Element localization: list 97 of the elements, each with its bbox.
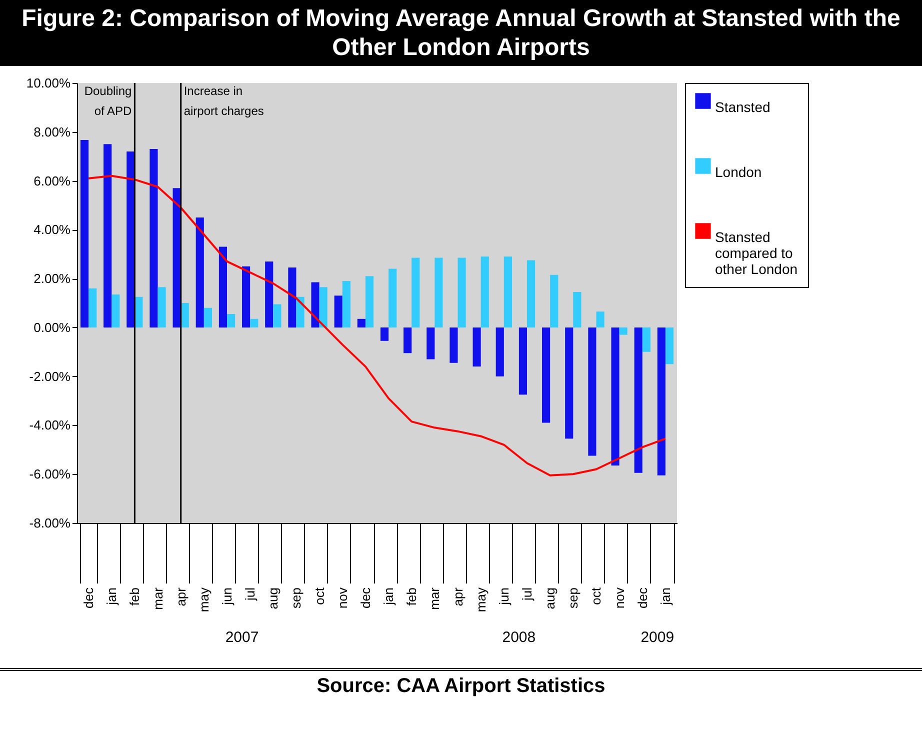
bar <box>657 327 666 476</box>
bar <box>218 246 227 328</box>
bar <box>665 327 674 364</box>
legend-label: London <box>715 164 762 180</box>
ref-line-label: Doubling of APD <box>84 84 132 118</box>
bar <box>450 327 458 363</box>
x-tick-label: dec <box>634 587 650 608</box>
x-tick-label: sep <box>566 588 581 608</box>
bar <box>611 327 620 466</box>
y-tick-label: 0.00% <box>34 320 71 335</box>
y-tick-label: 10.00% <box>26 76 71 90</box>
bar <box>357 318 366 328</box>
bar <box>311 282 320 328</box>
bar <box>480 256 489 328</box>
bar <box>504 256 512 328</box>
bar <box>126 151 135 328</box>
bar <box>342 281 350 328</box>
x-tick-label: jan <box>658 588 673 606</box>
bar <box>518 327 527 395</box>
bar <box>365 276 374 328</box>
x-tick-label: nov <box>334 587 350 608</box>
bar <box>426 327 435 360</box>
bar <box>596 312 604 328</box>
y-tick-label: 8.00% <box>34 124 71 140</box>
line-series <box>88 174 666 476</box>
legend-label: Stansted compared to other London <box>715 229 798 277</box>
x-tick-label: may <box>473 587 488 612</box>
bar <box>496 327 504 376</box>
ref-line-label: Increase in airport charges <box>184 84 264 118</box>
bar <box>250 318 258 328</box>
bar <box>472 327 481 367</box>
text: 2008 <box>502 629 536 646</box>
bar <box>565 327 574 439</box>
x-tick-label: jul <box>520 587 534 602</box>
bar <box>573 292 582 328</box>
x-tick-label: aug <box>266 588 281 610</box>
x-tick-label: jan <box>381 588 396 606</box>
x-tick-label: nov <box>612 587 627 608</box>
x-tick-label: may <box>196 587 212 612</box>
source-note: Source: CAA Airport Statistics <box>0 668 922 698</box>
x-tick-label: jul <box>242 587 258 602</box>
bar <box>296 296 304 328</box>
y-tick-label: -6.00% <box>29 466 71 482</box>
bar <box>150 149 158 328</box>
bar <box>642 327 650 352</box>
bar <box>550 274 558 328</box>
bar <box>104 144 112 328</box>
y-tick-label: 4.00% <box>34 222 71 238</box>
bar <box>404 327 412 354</box>
x-tick-label: apr <box>450 586 466 606</box>
bar <box>588 327 596 456</box>
bar <box>265 261 274 328</box>
bar <box>204 308 212 328</box>
bar <box>634 327 642 473</box>
x-tick-label: apr <box>173 586 188 606</box>
x-tick-label: oct <box>588 587 604 605</box>
bar <box>319 287 328 328</box>
bar <box>619 327 628 335</box>
bar <box>227 314 236 328</box>
bar <box>527 260 536 328</box>
x-tick-label: jan <box>104 588 120 606</box>
bar <box>412 258 420 328</box>
bar <box>542 327 550 423</box>
x-tick-label: feb <box>127 588 142 606</box>
bar <box>80 140 89 328</box>
x-tick-label: sep <box>288 588 304 608</box>
text: 2007 <box>225 629 259 646</box>
x-tick-label: dec <box>81 587 96 608</box>
bar <box>242 266 250 328</box>
x-tick-label: dec <box>358 587 373 608</box>
x-tick-label: oct <box>312 587 327 605</box>
bar <box>288 268 296 328</box>
text: 2009 <box>640 629 674 646</box>
chart-title: Figure 2: Comparison of Moving Average Annual Growth at Stansted with the Other London Airports <box>0 0 922 66</box>
x-tick-label: feb <box>404 588 420 606</box>
bar <box>180 303 189 328</box>
bar <box>196 217 204 328</box>
bar <box>273 304 282 328</box>
y-tick-label: -8.00% <box>29 516 71 530</box>
x-tick-label: mar <box>427 586 442 610</box>
bar <box>388 268 397 328</box>
x-tick-label: mar <box>150 586 166 610</box>
y-tick-label: 2.00% <box>34 271 71 286</box>
bar <box>158 287 166 328</box>
bar <box>334 296 342 328</box>
bar <box>434 258 443 328</box>
x-tick-label: jun <box>496 588 512 606</box>
bar <box>458 258 466 328</box>
y-tick-label: -4.00% <box>29 418 71 433</box>
bar <box>380 327 389 341</box>
y-tick-label: -2.00% <box>29 368 71 384</box>
bar <box>112 294 120 328</box>
legend-label: Stansted <box>715 99 770 115</box>
x-tick-label: aug <box>542 588 558 610</box>
bar <box>88 288 97 328</box>
y-tick-label: 6.00% <box>34 173 71 188</box>
x-tick-label: jun <box>220 588 234 606</box>
